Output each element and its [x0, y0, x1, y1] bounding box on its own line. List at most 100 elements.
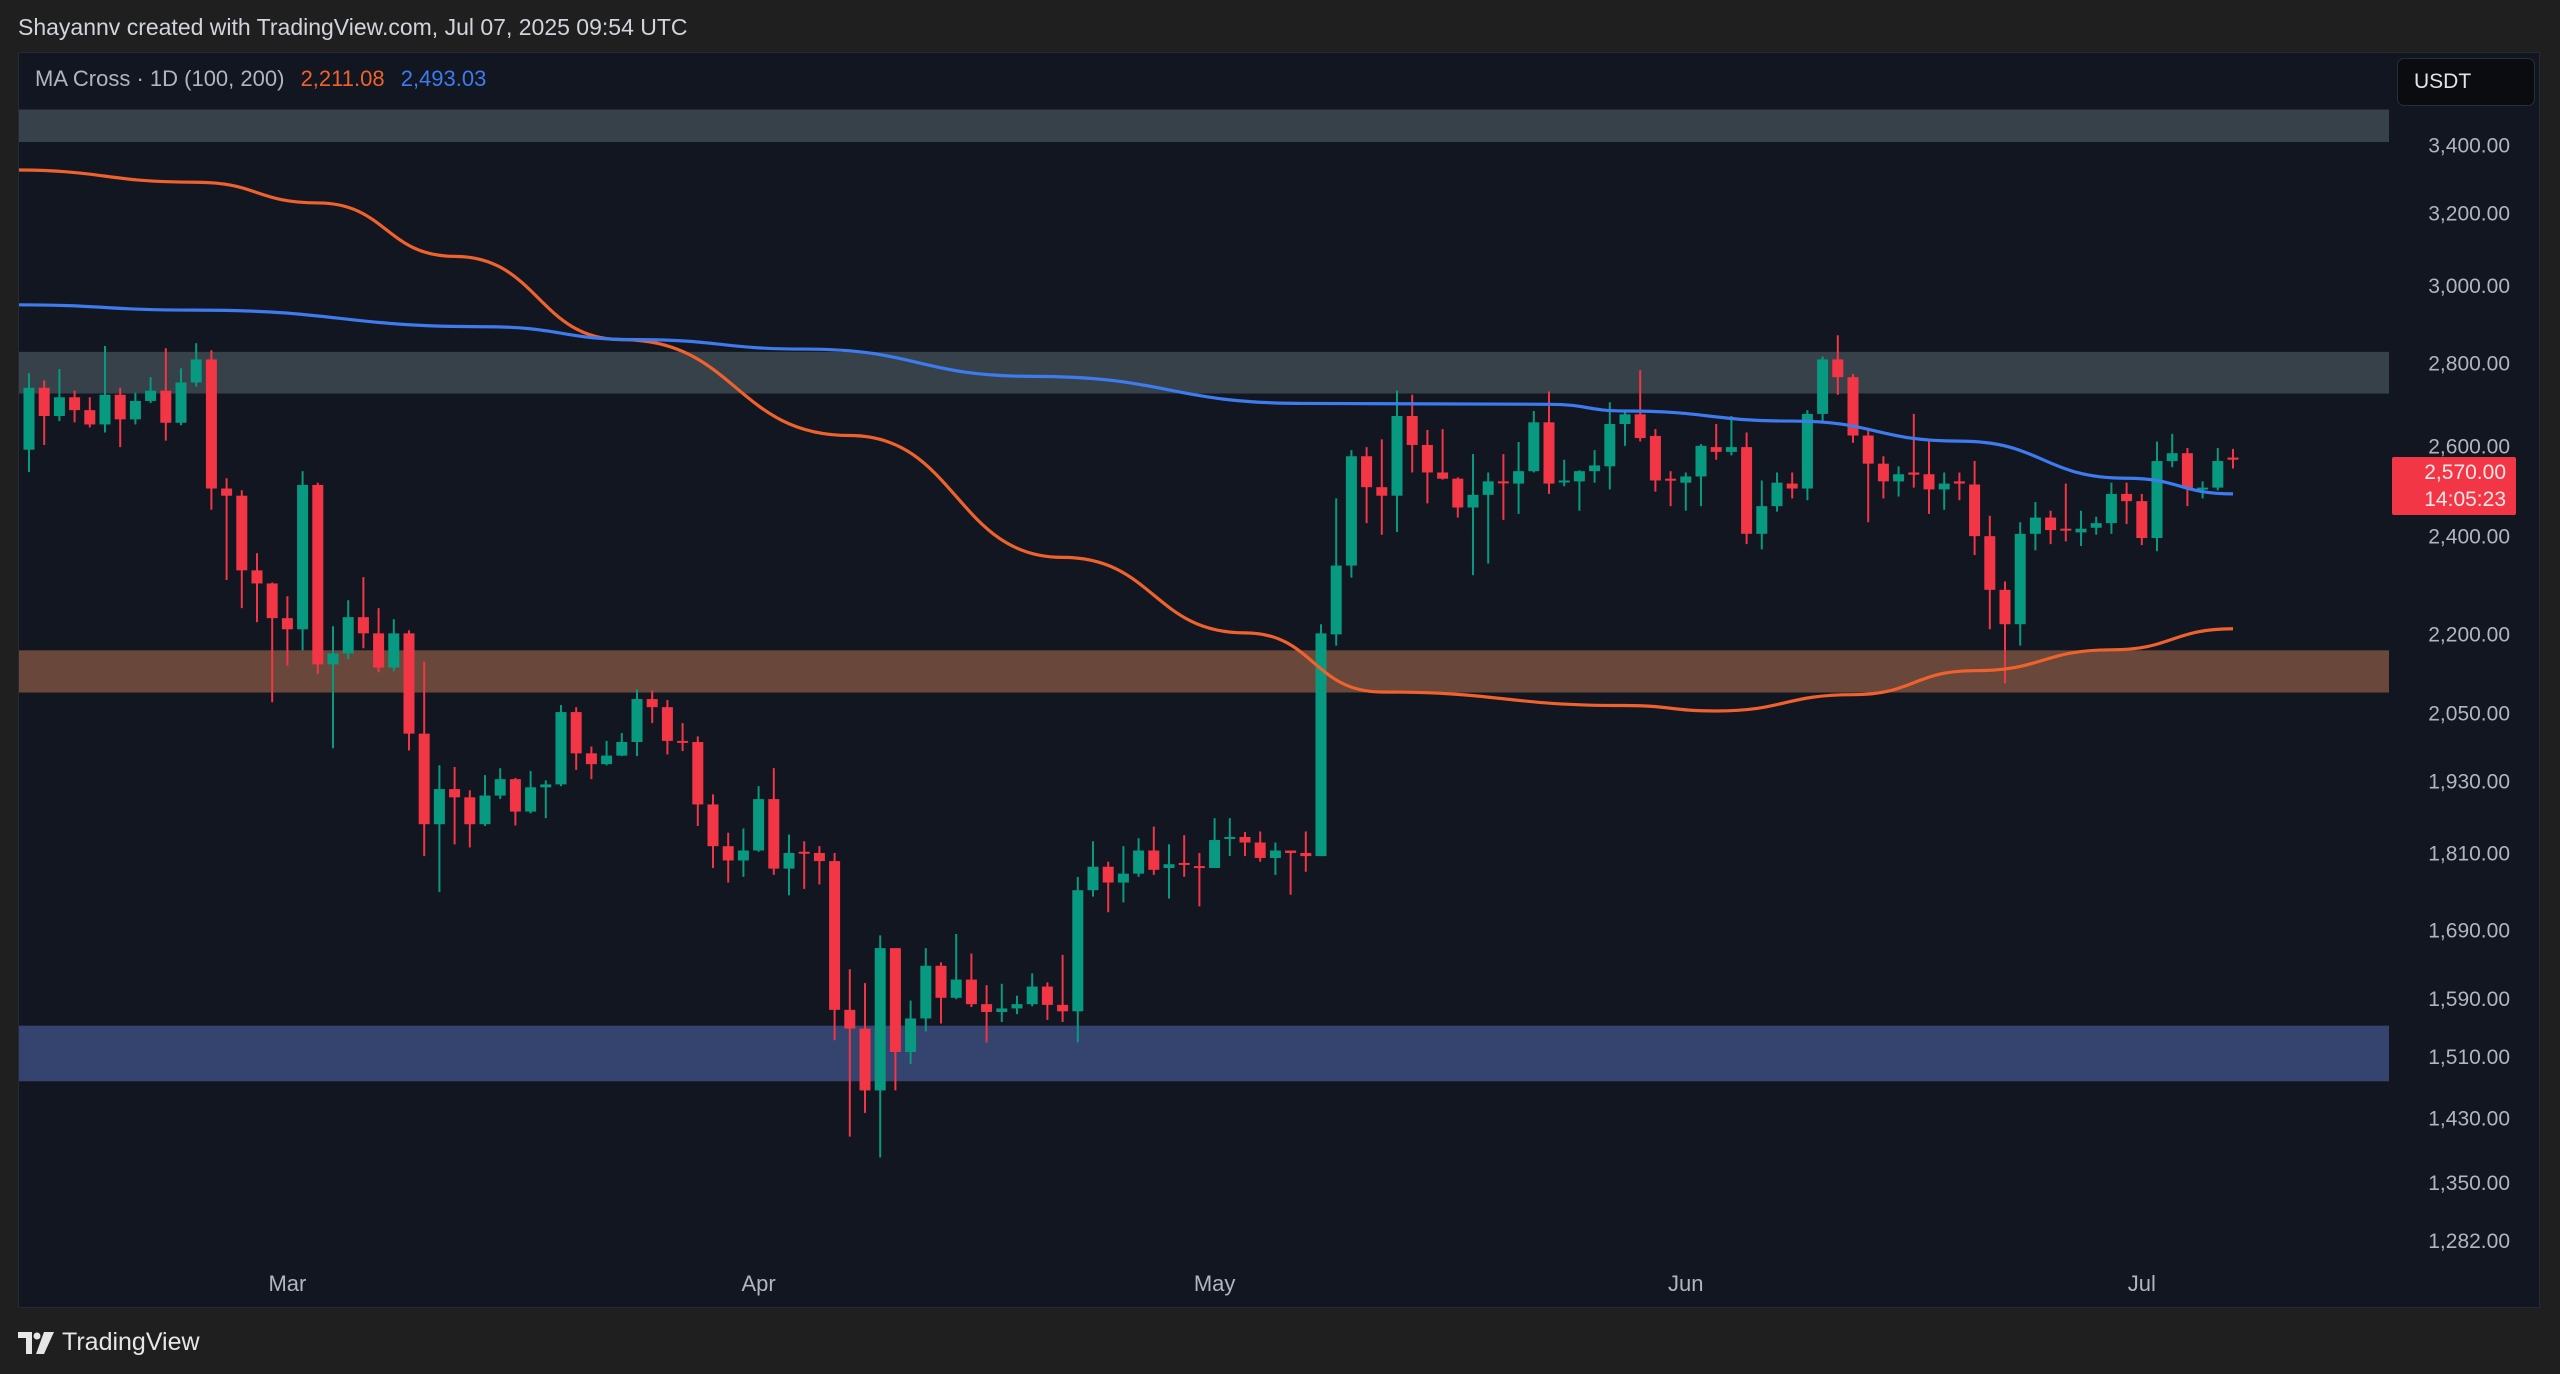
- footer-brand[interactable]: TradingView: [18, 1328, 200, 1357]
- candle: [1923, 441, 1935, 514]
- candle: [373, 608, 385, 673]
- candle: [1406, 394, 1418, 473]
- candle: [920, 948, 932, 1032]
- candle: [99, 345, 111, 433]
- candle-body: [1801, 413, 1813, 489]
- candle: [798, 841, 810, 889]
- time-axis: Mar Apr May Jun Jul: [268, 1271, 2155, 1296]
- candle: [1847, 373, 1859, 443]
- price-tick-label: 3,400.00: [2428, 134, 2510, 157]
- candle: [905, 1000, 917, 1064]
- candle-body: [1133, 850, 1145, 874]
- candle: [981, 985, 993, 1043]
- candle-body: [1117, 873, 1129, 883]
- candle-body: [1589, 465, 1601, 472]
- candle-body: [1847, 377, 1859, 436]
- time-tick-label: Mar: [268, 1271, 306, 1296]
- candle: [69, 390, 81, 423]
- candle-body: [1376, 487, 1388, 496]
- candle-body: [1148, 850, 1160, 870]
- price-axis: 3,400.00 3,200.00 3,000.00 2,800.00 2,600.00…: [2428, 134, 2510, 1253]
- last-price: 2,570.00: [2424, 461, 2506, 484]
- time-tick-label: Jun: [1668, 1271, 1703, 1296]
- candle-body: [2136, 501, 2148, 539]
- candle: [1984, 515, 1996, 630]
- candle-body: [373, 633, 385, 668]
- candle-body: [2166, 453, 2178, 462]
- candle-body: [357, 617, 369, 634]
- candle-body: [874, 948, 886, 1091]
- candle-body: [1969, 484, 1981, 537]
- candle: [753, 786, 765, 852]
- candle: [464, 790, 476, 848]
- candle-body: [145, 390, 157, 401]
- zones-layer: [19, 109, 2389, 1082]
- candle: [2151, 441, 2163, 552]
- candle-body: [2212, 461, 2224, 488]
- candle-body: [798, 851, 810, 854]
- candle-body: [1953, 481, 1965, 484]
- candle-body: [768, 799, 780, 869]
- zone-grey: [19, 109, 2389, 143]
- candle-body: [1315, 633, 1327, 857]
- candle-body: [1528, 422, 1540, 472]
- candle-body: [965, 979, 977, 1005]
- candle: [1619, 412, 1631, 446]
- candle-body: [1877, 463, 1889, 482]
- candle-body: [297, 484, 309, 630]
- currency-button[interactable]: USDT: [2397, 58, 2535, 106]
- candle-body: [1634, 414, 1646, 439]
- candle: [1178, 835, 1190, 877]
- moving-averages-layer: [19, 168, 2234, 713]
- candle: [449, 767, 461, 845]
- candle-body: [1361, 456, 1373, 488]
- indicator-legend[interactable]: MA Cross · 1D (100, 200) 2,211.08 2,493.…: [35, 66, 496, 92]
- candle-body: [1741, 447, 1753, 534]
- candle: [2121, 482, 2133, 525]
- candle-body: [1300, 852, 1312, 857]
- candle-body: [1467, 494, 1479, 508]
- price-tick-label: 1,810.00: [2428, 843, 2510, 866]
- candle-body: [2197, 487, 2209, 490]
- candle-body: [585, 753, 597, 765]
- candle-body: [69, 397, 81, 411]
- candle-body: [1680, 476, 1692, 483]
- candle-body: [2060, 528, 2072, 531]
- candle-body: [312, 484, 324, 665]
- candle: [281, 596, 293, 666]
- candle-body: [494, 779, 506, 796]
- candle: [1771, 472, 1783, 512]
- price-tick-label: 1,350.00: [2428, 1172, 2510, 1195]
- candle: [1710, 424, 1722, 460]
- candle: [1057, 954, 1069, 1023]
- candle: [1741, 432, 1753, 545]
- candle: [1558, 459, 1570, 487]
- candle-body: [646, 699, 658, 708]
- candle-body: [1725, 447, 1737, 452]
- candle-body: [1224, 836, 1236, 839]
- price-tick-label: 2,400.00: [2428, 526, 2510, 549]
- price-tick-label: 1,282.00: [2428, 1230, 2510, 1253]
- candle-body: [2227, 457, 2239, 460]
- candle-body: [1923, 474, 1935, 490]
- candle-body: [570, 712, 582, 754]
- candle-body: [859, 1028, 871, 1091]
- candle-body: [2075, 528, 2087, 533]
- candle: [950, 934, 962, 1000]
- candle-body: [221, 488, 233, 496]
- candle-body: [1999, 589, 2011, 625]
- candle: [555, 704, 567, 787]
- candle: [2166, 433, 2178, 468]
- candle: [1649, 429, 1661, 492]
- candle: [433, 765, 445, 893]
- candle-body: [692, 742, 704, 805]
- price-tick-label: 2,200.00: [2428, 623, 2510, 646]
- candle: [1421, 429, 1433, 504]
- candle-body: [175, 382, 187, 423]
- candle: [1497, 454, 1509, 520]
- candle-body: [1604, 424, 1616, 467]
- candle: [403, 630, 415, 751]
- candle-body: [205, 359, 217, 489]
- candle: [585, 746, 597, 780]
